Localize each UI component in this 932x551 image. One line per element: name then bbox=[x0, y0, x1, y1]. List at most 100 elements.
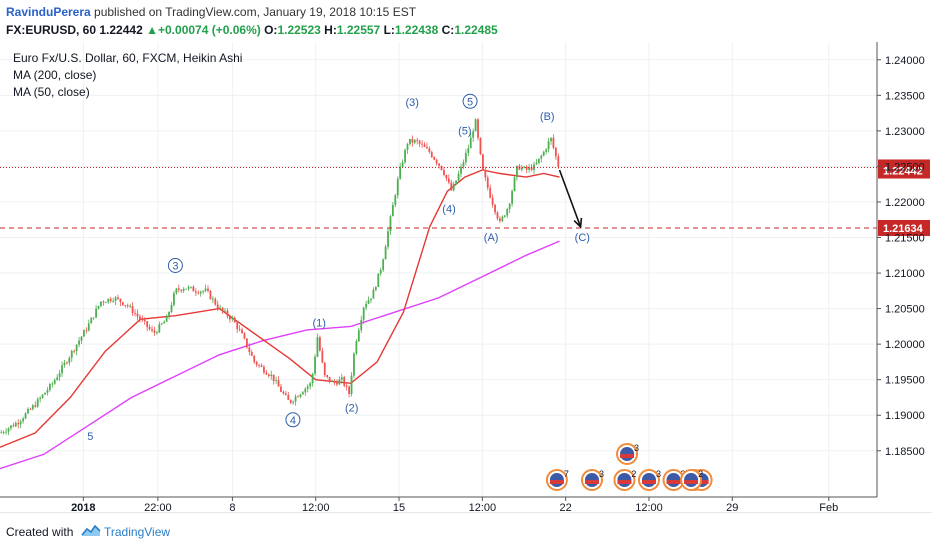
candle-body bbox=[265, 372, 268, 375]
x-tick-label: 12:00 bbox=[469, 502, 497, 512]
candle-body bbox=[241, 329, 243, 334]
candle-body bbox=[22, 418, 25, 422]
candle-body bbox=[56, 377, 59, 381]
wave-annotations: (3) 5 (5) (B) (4) (A) (C) 3 (1) (2) 4 5 bbox=[87, 93, 590, 443]
candle-body bbox=[272, 374, 275, 381]
candle-body bbox=[513, 177, 516, 192]
us-flag-stripe bbox=[549, 480, 564, 484]
x-tick-label: 15 bbox=[393, 502, 405, 512]
candle-body bbox=[345, 385, 348, 387]
candle-body bbox=[457, 173, 460, 181]
candle-body bbox=[336, 382, 338, 385]
candle-body bbox=[7, 428, 10, 432]
candle-body bbox=[511, 191, 513, 204]
wave-circle bbox=[285, 412, 301, 428]
event-count: 3 bbox=[634, 443, 639, 453]
footer: Created with TradingView bbox=[0, 512, 932, 551]
candle-body bbox=[367, 300, 370, 304]
candle-body bbox=[464, 153, 467, 163]
tradingview-link[interactable]: TradingView bbox=[104, 525, 171, 539]
y-tick-label: 1.21000 bbox=[885, 268, 925, 280]
candle-body bbox=[36, 399, 39, 407]
candle-body bbox=[73, 350, 76, 352]
candle-body bbox=[491, 197, 494, 205]
candle-body bbox=[525, 166, 528, 170]
candle-body bbox=[160, 323, 163, 325]
candle-body bbox=[353, 353, 355, 376]
candle-body bbox=[124, 305, 127, 306]
candle-body bbox=[114, 297, 117, 301]
candle-body bbox=[460, 166, 462, 174]
candle-body bbox=[540, 155, 543, 159]
candle-body bbox=[409, 138, 411, 145]
candle-body bbox=[270, 374, 273, 377]
candle-body bbox=[78, 340, 80, 345]
candle-body bbox=[484, 170, 487, 178]
candle-body bbox=[58, 373, 61, 378]
author-name[interactable]: RavinduPerera bbox=[6, 5, 91, 19]
candle-body bbox=[97, 305, 100, 309]
candle-body bbox=[90, 317, 93, 324]
candle-body bbox=[474, 119, 477, 132]
candle-body bbox=[41, 394, 44, 398]
candle-body bbox=[175, 288, 178, 294]
price-axis: 1.24000 1.23500 1.23000 1.22500 1.22000 1.215… bbox=[876, 42, 925, 497]
tradingview-logo-icon[interactable] bbox=[80, 523, 102, 539]
candle-body bbox=[253, 355, 256, 362]
candle-body bbox=[231, 317, 234, 320]
candle-body bbox=[523, 166, 526, 168]
candles bbox=[0, 118, 560, 436]
candle-body bbox=[65, 362, 68, 364]
candle-body bbox=[209, 290, 212, 300]
candle-body bbox=[48, 384, 51, 391]
candle-body bbox=[216, 304, 219, 309]
candle-body bbox=[503, 215, 506, 217]
candle-body bbox=[508, 203, 511, 210]
wave-label: (1) bbox=[313, 317, 326, 329]
x-tick-label: 12:00 bbox=[302, 502, 330, 512]
candle-body bbox=[192, 286, 195, 292]
candle-body bbox=[292, 401, 295, 403]
created-with-text: Created with bbox=[6, 525, 74, 539]
candle-body bbox=[423, 144, 426, 147]
event-count: 3 bbox=[656, 469, 661, 479]
candle-body bbox=[535, 163, 538, 165]
candle-body bbox=[121, 302, 124, 306]
candle-body bbox=[501, 216, 504, 221]
us-flag-stripe bbox=[584, 480, 599, 484]
candle-body bbox=[362, 307, 365, 320]
y-tick-label: 1.23500 bbox=[885, 90, 925, 102]
wave-label: 3 bbox=[172, 261, 178, 273]
candle-body bbox=[294, 396, 297, 402]
candle-body bbox=[333, 381, 336, 383]
candle-body bbox=[10, 425, 12, 429]
candle-body bbox=[323, 362, 326, 376]
candle-body bbox=[153, 330, 156, 333]
high-value: 1.22557 bbox=[336, 23, 381, 37]
candle-body bbox=[246, 338, 248, 348]
candle-body bbox=[119, 298, 122, 303]
candle-body bbox=[467, 148, 470, 154]
candle-body bbox=[438, 163, 441, 166]
candle-body bbox=[224, 310, 226, 312]
candle-body bbox=[143, 319, 146, 322]
candle-body bbox=[350, 375, 353, 395]
us-flag-stripe bbox=[617, 480, 632, 484]
candle-body bbox=[2, 432, 5, 434]
candle-body bbox=[83, 330, 85, 337]
candle-body bbox=[280, 386, 282, 392]
candle-body bbox=[117, 297, 119, 299]
y-tick-label: 1.20000 bbox=[885, 339, 925, 351]
candle-body bbox=[355, 341, 358, 354]
y-tick-label: 1.19000 bbox=[885, 410, 925, 422]
wave-label: (C) bbox=[575, 232, 590, 244]
candle-body bbox=[360, 319, 363, 331]
wave-label: (2) bbox=[345, 403, 358, 415]
candle-body bbox=[406, 144, 409, 150]
candle-body bbox=[31, 405, 34, 410]
candle-body bbox=[204, 288, 207, 291]
candle-body bbox=[550, 137, 552, 142]
candle-body bbox=[19, 421, 22, 425]
